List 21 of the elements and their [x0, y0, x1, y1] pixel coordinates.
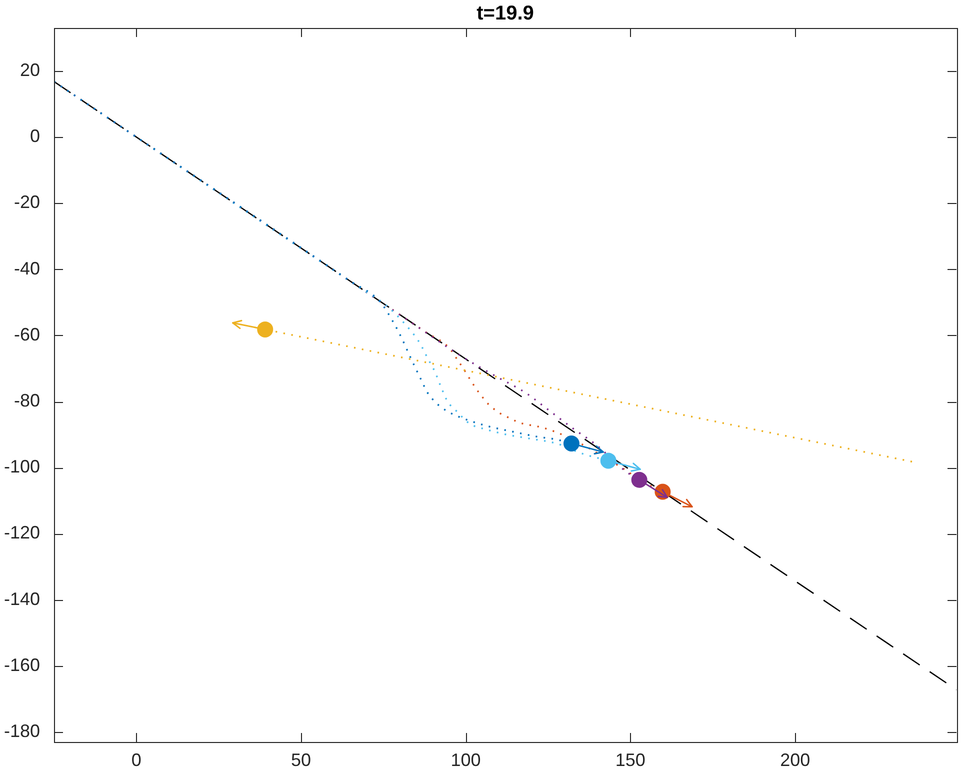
y-tick-label: -40	[14, 258, 40, 278]
x-tick-label: 50	[291, 750, 312, 770]
x-tick-label: 200	[780, 750, 810, 770]
y-tick-label: -60	[14, 324, 40, 344]
y-tick-label: -80	[14, 390, 40, 410]
x-tick-label: 0	[131, 750, 142, 770]
y-tick-label: -160	[4, 654, 40, 675]
y-tick-label: -140	[4, 588, 40, 609]
y-tick-label: -20	[14, 192, 40, 212]
point	[600, 452, 616, 469]
point	[257, 321, 274, 338]
point	[563, 436, 580, 452]
y-tick-label: -100	[4, 456, 40, 477]
x-tick-label: 100	[450, 750, 481, 770]
y-tick-label: -180	[4, 721, 40, 742]
y-tick-label: 20	[20, 60, 40, 80]
x-tick-label: 150	[615, 750, 646, 770]
point	[631, 472, 648, 488]
y-tick-label: -120	[4, 522, 40, 543]
y-tick-label: 0	[30, 126, 40, 146]
chart-title: t=19.9	[476, 2, 534, 25]
